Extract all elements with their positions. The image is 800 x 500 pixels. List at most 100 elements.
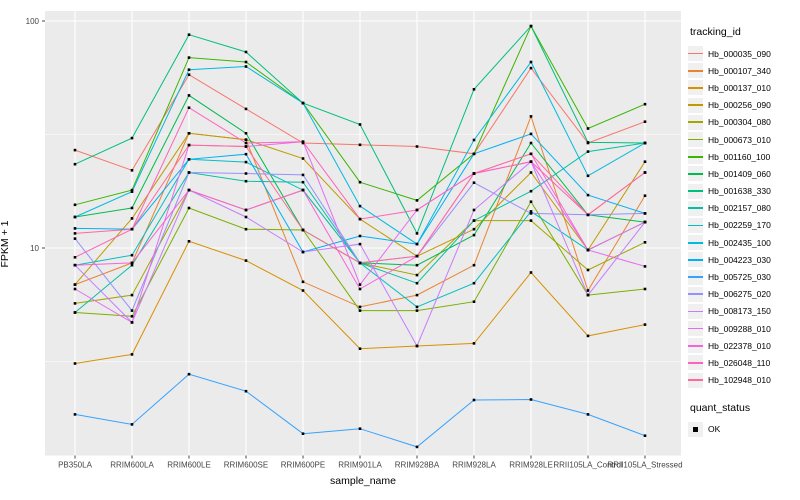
data-point [586, 268, 590, 272]
data-point [301, 228, 305, 232]
data-point [358, 123, 362, 126]
data-point [130, 188, 134, 192]
data-point [244, 208, 248, 212]
data-point [643, 323, 647, 326]
data-point [358, 309, 362, 312]
data-point [415, 273, 419, 277]
data-point [301, 180, 305, 184]
data-point [358, 305, 362, 309]
data-point [472, 138, 476, 142]
legend-item-label: Hb_006275_020 [708, 289, 771, 300]
data-point [472, 88, 476, 91]
data-point [130, 293, 134, 297]
legend-item-label: Hb_000137_010 [708, 82, 771, 93]
data-point [415, 309, 419, 312]
data-point [73, 227, 77, 230]
point-glyph [693, 427, 698, 432]
x-tick-label: RRII105LA_Stressed [607, 461, 682, 470]
data-point [301, 173, 305, 177]
data-point [472, 219, 476, 222]
data-point [244, 65, 248, 68]
legend-key-line-icon [688, 46, 703, 62]
data-point [358, 234, 362, 238]
data-point [586, 193, 590, 197]
data-point [529, 132, 533, 136]
legend-item-label: Hb_001638_330 [708, 186, 771, 197]
data-point [244, 107, 248, 111]
legend-item-Hb_002259_170: Hb_002259_170 [688, 217, 800, 234]
legend-key-line-icon [688, 338, 703, 354]
legend-key-line-icon [688, 303, 703, 319]
data-point [415, 344, 419, 348]
data-point [73, 362, 77, 365]
data-point [586, 150, 590, 153]
data-point [472, 208, 476, 212]
legend-item-label: Hb_005725_030 [708, 272, 771, 283]
data-point [529, 24, 533, 28]
legend-item-Hb_002435_100: Hb_002435_100 [688, 234, 800, 251]
legend-line-swatch [688, 138, 703, 141]
data-point [244, 152, 248, 156]
data-point [586, 127, 590, 130]
x-tick-label: RRIM600LA [110, 461, 154, 470]
data-point [73, 302, 77, 305]
data-point [472, 398, 476, 402]
legend-key-line-icon [688, 80, 703, 96]
data-point [130, 206, 134, 210]
data-point [244, 132, 248, 135]
legend-line-swatch [688, 344, 703, 347]
data-point [643, 212, 647, 215]
data-point [586, 289, 590, 292]
data-point [358, 217, 362, 221]
legend-line-swatch [688, 276, 703, 278]
legend-item-label: Hb_000107_340 [708, 65, 771, 76]
legend-key-line-icon [688, 200, 703, 216]
data-point [187, 33, 191, 36]
data-point [130, 263, 134, 267]
legend-line-swatch [688, 327, 703, 330]
data-point [244, 138, 248, 141]
data-point [130, 190, 134, 193]
data-point [187, 171, 191, 174]
legend-item-Hb_009288_010: Hb_009288_010 [688, 320, 800, 337]
data-point [358, 204, 362, 208]
data-point [415, 145, 419, 148]
data-point [244, 160, 248, 164]
legend-key-line-icon [688, 63, 703, 79]
data-point [187, 240, 191, 243]
data-point [244, 172, 248, 175]
legend-item-label: Hb_001409_060 [708, 168, 771, 179]
data-point [301, 157, 305, 160]
x-tick-label: RRIM901LA [338, 461, 382, 470]
y-tick-label: 100 [26, 17, 40, 26]
data-point [586, 248, 590, 252]
data-point [244, 145, 248, 148]
legend-item-Hb_002157_080: Hb_002157_080 [688, 200, 800, 217]
data-point [643, 102, 647, 106]
data-point [529, 219, 533, 222]
data-point [358, 143, 362, 147]
legend-item-Hb_102948_010: Hb_102948_010 [688, 372, 800, 389]
data-point [472, 172, 476, 175]
legend-line-swatch [688, 69, 703, 72]
data-point [643, 171, 647, 174]
legend-item-Hb_001409_060: Hb_001409_060 [688, 165, 800, 182]
x-tick-label: RRII105LA_Control [553, 461, 623, 470]
y-tick-label: 10 [30, 244, 39, 253]
data-point [415, 293, 419, 297]
x-tick-label: RRIM928BA [395, 461, 440, 470]
data-point [130, 136, 134, 140]
data-point [73, 263, 77, 267]
data-point [244, 179, 248, 183]
legend-line-swatch [688, 224, 703, 227]
legend-key-line-icon [688, 166, 703, 182]
data-point [301, 432, 305, 435]
data-point [586, 293, 590, 297]
data-point [358, 283, 362, 286]
data-point [130, 309, 134, 312]
legend-key-line-icon [688, 149, 703, 165]
legend-item-label: Hb_000673_010 [708, 134, 771, 145]
data-point [643, 120, 647, 123]
x-tick-label: PB350LA [58, 461, 92, 470]
